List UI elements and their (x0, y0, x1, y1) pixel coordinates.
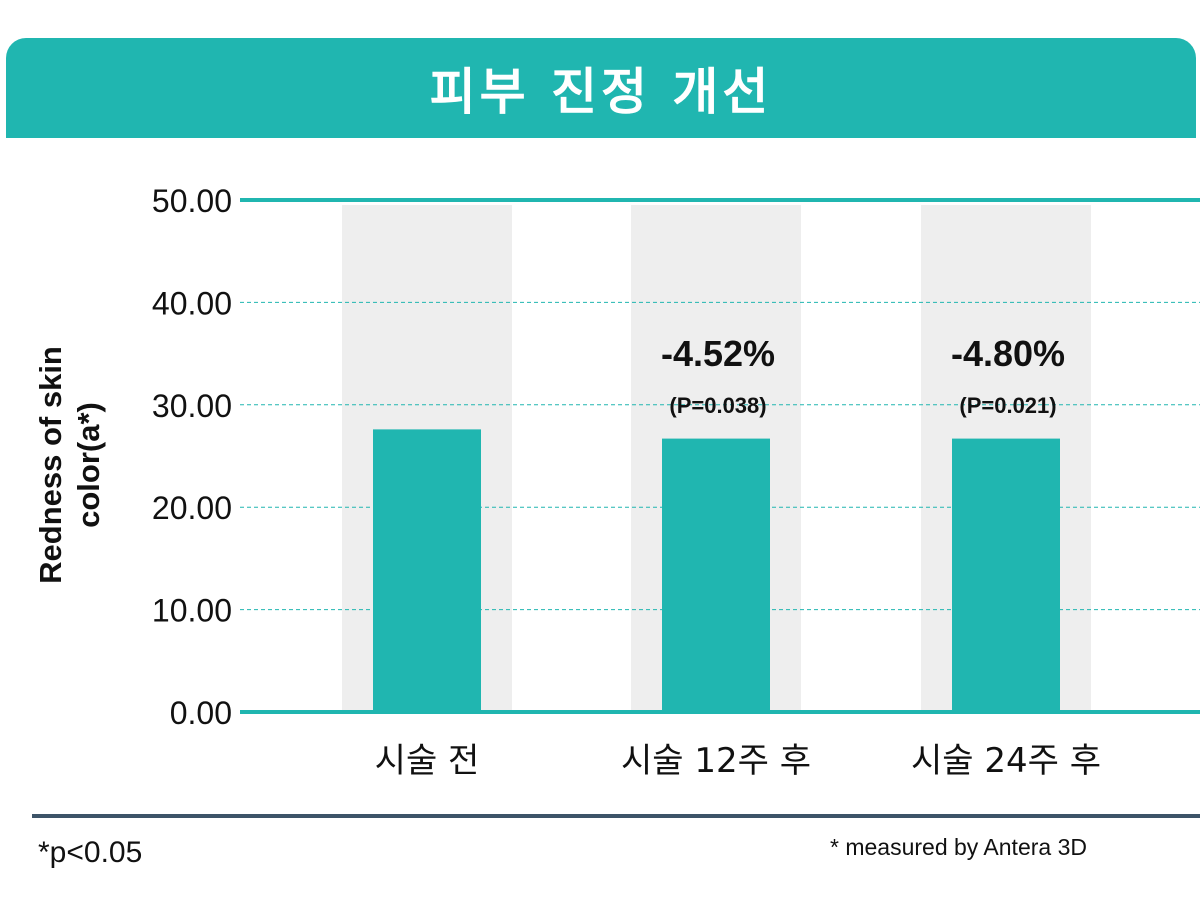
y-tick-label: 30.00 (152, 388, 232, 424)
source-footnote: * measured by Antera 3D (830, 834, 1087, 860)
y-axis-label: Redness of skin color(a*) (33, 346, 106, 584)
bar (662, 438, 770, 712)
chart-title: 피부 진정 개선 (429, 63, 773, 121)
bar (373, 429, 481, 712)
x-category-label: 시술 24주 후 (911, 741, 1101, 781)
y-tick-label: 20.00 (152, 490, 232, 526)
y-tick-label: 10.00 (152, 593, 232, 629)
title-banner: 피부 진정 개선 (6, 38, 1196, 138)
p-value-label: (P=0.021) (959, 393, 1056, 418)
x-category-label: 시술 12주 후 (621, 741, 811, 781)
p-value-label: (P=0.038) (669, 393, 766, 418)
x-category-label: 시술 전 (375, 741, 480, 781)
change-percent-label: -4.52% (661, 333, 775, 374)
y-tick-label: 40.00 (152, 285, 232, 321)
footer-divider (32, 814, 1200, 818)
y-tick-label: 0.00 (170, 695, 232, 731)
change-percent-label: -4.80% (951, 333, 1065, 374)
significance-footnote: *p<0.05 (38, 836, 143, 869)
bar (952, 438, 1060, 712)
y-tick-label: 50.00 (152, 183, 232, 219)
